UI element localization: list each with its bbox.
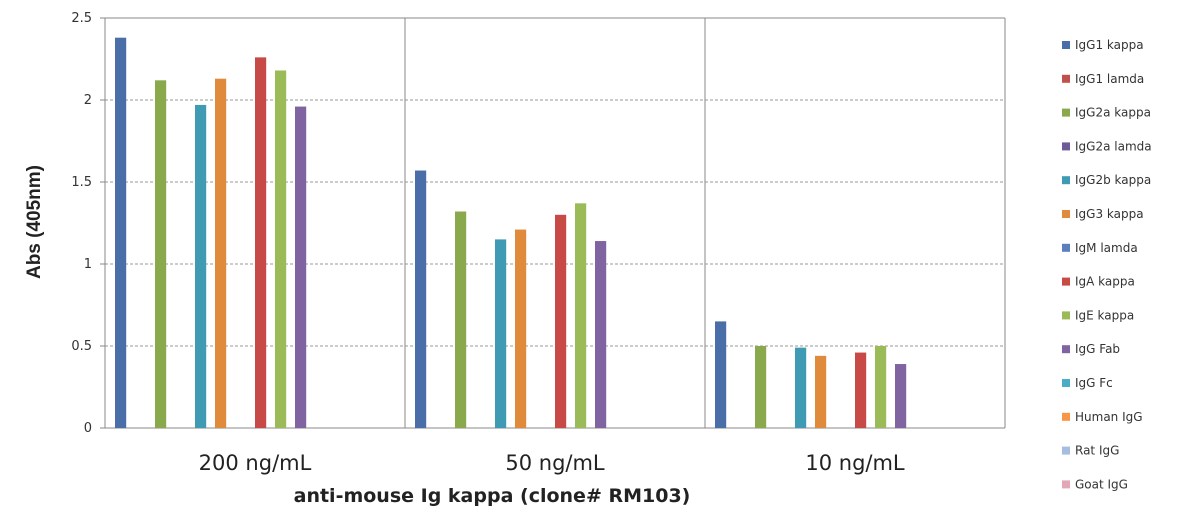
legend-swatch bbox=[1062, 176, 1070, 185]
legend-swatch bbox=[1062, 311, 1070, 320]
bar bbox=[415, 170, 427, 428]
legend-label: IgG3 kappa bbox=[1075, 207, 1144, 221]
x-axis-categories: 200 ng/mL 50 ng/mL 10 ng/mL bbox=[199, 451, 905, 475]
legend-label: IgG Fab bbox=[1075, 342, 1120, 356]
x-axis-label: anti-mouse Ig kappa (clone# RM103) bbox=[294, 485, 691, 507]
bar bbox=[595, 241, 607, 428]
legend-label: IgG2b kappa bbox=[1075, 173, 1151, 187]
bar bbox=[495, 239, 507, 428]
y-tick-label: 2 bbox=[84, 93, 92, 108]
legend-swatch bbox=[1062, 108, 1070, 117]
bar bbox=[255, 57, 267, 429]
legend-swatch bbox=[1062, 142, 1070, 151]
legend-label: IgA kappa bbox=[1075, 275, 1135, 289]
x-category-label: 200 ng/mL bbox=[199, 451, 312, 475]
legend-swatch bbox=[1062, 277, 1070, 286]
bar bbox=[295, 106, 307, 428]
bar bbox=[875, 346, 887, 428]
legend-swatch bbox=[1062, 345, 1070, 354]
legend-swatch bbox=[1062, 243, 1070, 252]
legend-swatch bbox=[1062, 379, 1070, 387]
bar bbox=[855, 352, 867, 428]
y-tick-label: 2.5 bbox=[71, 11, 92, 26]
legend-swatch bbox=[1062, 412, 1070, 421]
legend-swatch bbox=[1062, 446, 1070, 455]
legend-label: IgM lamda bbox=[1075, 241, 1138, 255]
bar bbox=[715, 321, 727, 428]
bar bbox=[755, 346, 767, 428]
bar bbox=[155, 80, 167, 428]
y-tick-label: 1 bbox=[84, 257, 92, 272]
legend-label: IgG1 kappa bbox=[1075, 38, 1144, 52]
legend-swatch bbox=[1062, 74, 1070, 83]
legend-label: IgG1 lamda bbox=[1075, 72, 1144, 86]
y-tick-label: 0.5 bbox=[71, 339, 92, 354]
legend-label: IgG Fc bbox=[1075, 376, 1113, 390]
legend-label: Rat IgG bbox=[1075, 444, 1119, 458]
bar bbox=[455, 211, 467, 428]
legend-swatch bbox=[1062, 480, 1070, 489]
legend-label: IgE kappa bbox=[1075, 308, 1134, 322]
x-category-label: 50 ng/mL bbox=[505, 451, 605, 475]
legend-label: IgG2a kappa bbox=[1075, 106, 1151, 120]
bar bbox=[195, 104, 207, 429]
legend-swatch bbox=[1062, 210, 1070, 218]
y-axis-label: Abs (405nm) bbox=[24, 165, 45, 279]
bar bbox=[555, 214, 567, 428]
bars bbox=[115, 37, 907, 429]
bar bbox=[895, 364, 907, 428]
x-category-label: 10 ng/mL bbox=[805, 451, 905, 475]
bar bbox=[215, 78, 227, 429]
bar bbox=[115, 37, 127, 429]
y-tick-label: 1.5 bbox=[71, 175, 92, 190]
bar bbox=[515, 229, 527, 428]
legend-label: IgG2a lamda bbox=[1075, 139, 1152, 153]
legend-swatch bbox=[1062, 41, 1070, 49]
bar bbox=[795, 347, 807, 428]
y-axis-ticks: 0 0.5 1 1.5 2 2.5 bbox=[71, 11, 105, 436]
legend-label: Human IgG bbox=[1075, 410, 1143, 424]
bar bbox=[815, 355, 827, 428]
legend: IgG1 kappa IgG1 lamda IgG2a kappa IgG2a lam… bbox=[1062, 38, 1152, 491]
bar bbox=[275, 70, 287, 428]
bar bbox=[575, 203, 587, 428]
y-tick-label: 0 bbox=[84, 421, 92, 436]
legend-label: Goat IgG bbox=[1075, 477, 1128, 491]
